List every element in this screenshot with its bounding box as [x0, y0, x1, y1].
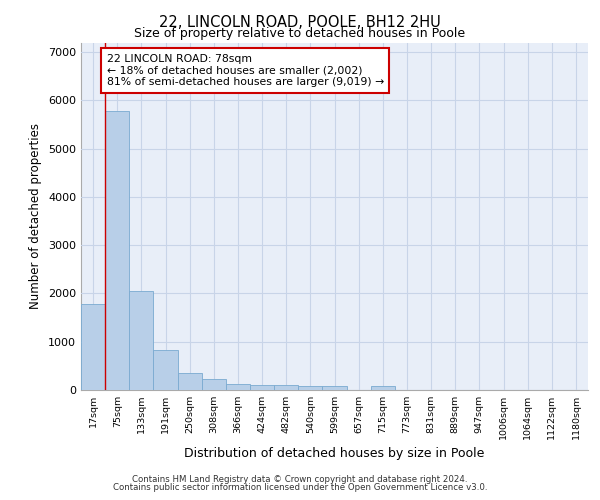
Bar — [178, 372, 202, 390]
Bar — [226, 384, 250, 390]
Bar — [371, 386, 395, 390]
Bar — [81, 304, 105, 390]
Text: Contains public sector information licensed under the Open Government Licence v3: Contains public sector information licen… — [113, 484, 487, 492]
Text: 22 LINCOLN ROAD: 78sqm
← 18% of detached houses are smaller (2,002)
81% of semi-: 22 LINCOLN ROAD: 78sqm ← 18% of detached… — [107, 54, 384, 87]
X-axis label: Distribution of detached houses by size in Poole: Distribution of detached houses by size … — [184, 448, 485, 460]
Text: 22, LINCOLN ROAD, POOLE, BH12 2HU: 22, LINCOLN ROAD, POOLE, BH12 2HU — [159, 15, 441, 30]
Bar — [250, 384, 274, 390]
Y-axis label: Number of detached properties: Number of detached properties — [29, 123, 43, 309]
Bar — [129, 290, 154, 390]
Bar — [154, 350, 178, 390]
Bar — [105, 111, 129, 390]
Bar — [322, 386, 347, 390]
Bar — [274, 385, 298, 390]
Text: Contains HM Land Registry data © Crown copyright and database right 2024.: Contains HM Land Registry data © Crown c… — [132, 475, 468, 484]
Bar — [202, 379, 226, 390]
Text: Size of property relative to detached houses in Poole: Size of property relative to detached ho… — [134, 28, 466, 40]
Bar — [298, 386, 322, 390]
